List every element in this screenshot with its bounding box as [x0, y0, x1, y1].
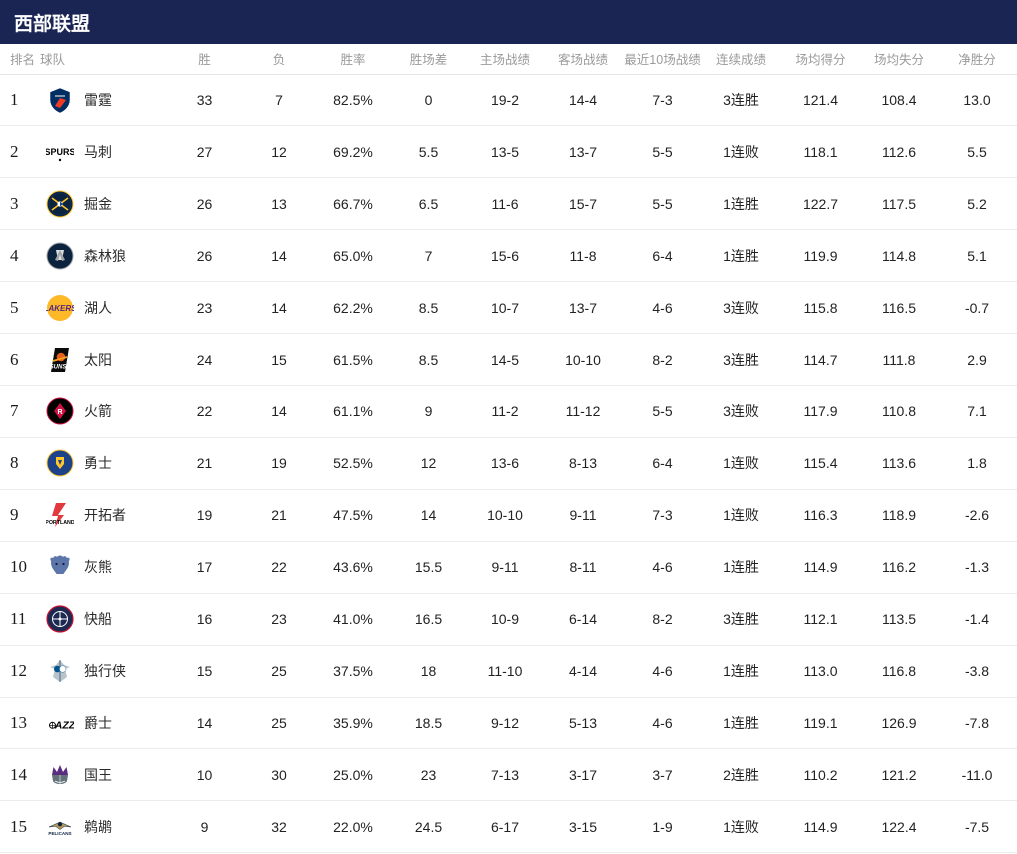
svg-text:SPURS: SPURS [46, 147, 74, 157]
svg-text:R: R [57, 409, 62, 416]
svg-text:LAKERS: LAKERS [46, 304, 74, 313]
svg-text:AZZ: AZZ [54, 720, 74, 732]
svg-text:PELICANS: PELICANS [48, 831, 71, 836]
svg-text:SUNS: SUNS [50, 364, 67, 370]
svg-text:PORTLAND: PORTLAND [46, 520, 74, 526]
